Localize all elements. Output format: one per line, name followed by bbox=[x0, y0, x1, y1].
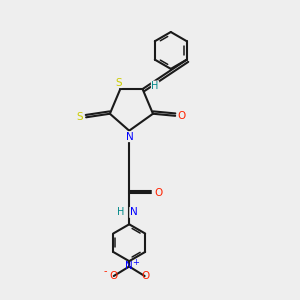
Text: S: S bbox=[77, 112, 83, 122]
Text: N: N bbox=[126, 132, 134, 142]
Text: H: H bbox=[152, 81, 159, 91]
Text: O: O bbox=[109, 271, 117, 281]
Text: +: + bbox=[132, 258, 139, 267]
Text: H: H bbox=[117, 207, 124, 218]
Text: S: S bbox=[116, 77, 122, 88]
Text: O: O bbox=[141, 271, 149, 281]
Text: O: O bbox=[154, 188, 162, 198]
Text: -: - bbox=[104, 266, 107, 276]
Text: N: N bbox=[130, 207, 137, 218]
Text: N: N bbox=[125, 261, 133, 271]
Text: O: O bbox=[177, 111, 185, 121]
